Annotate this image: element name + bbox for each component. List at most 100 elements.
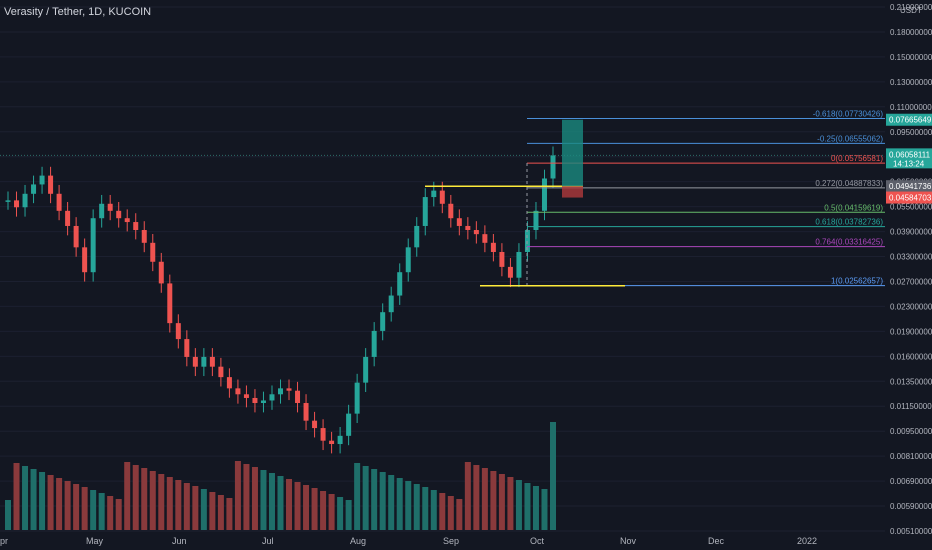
candle-body xyxy=(422,197,428,226)
candle-body xyxy=(116,210,122,219)
candle-body xyxy=(167,283,173,324)
volume-bar xyxy=(132,465,139,530)
x-tick-label: 2022 xyxy=(797,536,817,546)
volume-bar xyxy=(311,488,318,530)
volume-bar xyxy=(192,486,199,530)
candle-body xyxy=(541,178,547,211)
position-target-zone[interactable] xyxy=(562,119,583,187)
y-tick-label: 0.00690000 xyxy=(890,477,932,486)
volume-bar xyxy=(200,489,207,530)
volume-bar xyxy=(447,496,454,530)
volume-bar xyxy=(141,468,148,530)
candle-body xyxy=(278,388,283,395)
countdown-label: 14:13:24 xyxy=(893,159,925,168)
candle-body xyxy=(269,394,275,401)
candle-body xyxy=(192,356,198,367)
y-tick-label: 0.01150000 xyxy=(890,402,932,411)
volume-bar xyxy=(30,469,37,530)
candle-body xyxy=(354,382,360,414)
x-tick-label: Jul xyxy=(262,536,274,546)
y-tick-label: 0.01600000 xyxy=(890,352,932,361)
volume-bar xyxy=(175,480,182,530)
volume-bar xyxy=(107,496,114,530)
y-tick-label: 0.15000000 xyxy=(890,53,932,62)
volume-bar xyxy=(226,498,233,530)
volume-bar xyxy=(115,499,122,530)
candle-body xyxy=(397,272,403,296)
candle-body xyxy=(73,225,79,248)
candle-body xyxy=(90,218,96,273)
candle-body xyxy=(31,184,37,194)
fib-level-label: 0(0.05756581) xyxy=(831,154,883,163)
candle-body xyxy=(320,428,326,441)
last-price-tag: 0.06058111 xyxy=(889,150,931,159)
volume-bar xyxy=(166,477,173,530)
candle-body xyxy=(405,247,411,273)
candle-body xyxy=(295,390,301,404)
fib-level-label: 0.272(0.04887833) xyxy=(815,179,883,188)
candle-body xyxy=(226,377,232,389)
fib-level-label: -0.618(0.07730426) xyxy=(813,109,884,118)
volume-bar xyxy=(209,492,216,530)
volume-bar xyxy=(294,482,301,530)
y-tick-label: 0.09500000 xyxy=(890,128,932,137)
candle-body xyxy=(448,203,454,219)
y-tick-label: 0.05500000 xyxy=(890,203,932,212)
volume-bar xyxy=(73,484,80,530)
x-tick-label: May xyxy=(86,536,104,546)
y-tick-label: 0.00950000 xyxy=(890,427,932,436)
volume-bar xyxy=(158,474,165,530)
volume-bar xyxy=(354,463,361,530)
volume-bar xyxy=(362,466,369,530)
volume-bar xyxy=(507,477,514,530)
candle-body xyxy=(550,155,556,179)
candle-body xyxy=(124,218,130,223)
candle-body xyxy=(39,175,45,185)
volume-bar xyxy=(64,481,71,530)
x-tick-label: Dec xyxy=(708,536,725,546)
fib-level-label: 0.5(0.04159619) xyxy=(824,203,883,212)
x-tick-label: Jun xyxy=(172,536,187,546)
y-tick-label: 0.00510000 xyxy=(890,527,932,536)
candle-body xyxy=(414,225,420,248)
volume-bar xyxy=(422,487,429,530)
candle-body xyxy=(312,420,318,429)
volume-bar xyxy=(473,465,480,530)
chart-title: Verasity / Tether, 1D, KUCOIN xyxy=(4,6,152,18)
candle-body xyxy=(303,403,309,421)
candle-body xyxy=(209,356,215,367)
x-tick-label: Oct xyxy=(530,536,545,546)
candle-body xyxy=(286,388,292,391)
price-tag: 0.04584703 xyxy=(889,194,932,203)
volume-bar xyxy=(243,464,250,530)
candle-body xyxy=(388,295,394,313)
candle-body xyxy=(158,261,164,284)
candle-body xyxy=(439,190,445,204)
x-tick-label: Nov xyxy=(620,536,637,546)
candle-body xyxy=(243,394,249,398)
fib-level-label: -0.25(0.06555062) xyxy=(817,134,883,143)
y-tick-label: 0.18000000 xyxy=(890,28,932,37)
volume-bar xyxy=(328,494,335,530)
volume-bar xyxy=(149,471,156,530)
volume-bar xyxy=(430,490,437,530)
volume-bar xyxy=(439,493,446,530)
candle-body xyxy=(175,323,181,340)
position-stop-zone[interactable] xyxy=(562,186,583,198)
candle-body xyxy=(65,210,71,226)
volume-bar xyxy=(183,483,190,530)
y-tick-label: 0.11000000 xyxy=(890,103,932,112)
volume-bar xyxy=(396,478,403,530)
candle-body xyxy=(252,397,258,404)
candle-body xyxy=(490,242,496,252)
candle-body xyxy=(133,222,139,231)
currency-label: USDT xyxy=(900,6,922,15)
candle-body xyxy=(107,203,113,211)
y-tick-label: 0.13000000 xyxy=(890,78,932,87)
x-tick-label: Aug xyxy=(350,536,366,546)
volume-bar xyxy=(251,467,258,530)
candle-body xyxy=(22,193,28,208)
candle-body xyxy=(346,413,352,436)
volume-bar xyxy=(234,461,241,530)
